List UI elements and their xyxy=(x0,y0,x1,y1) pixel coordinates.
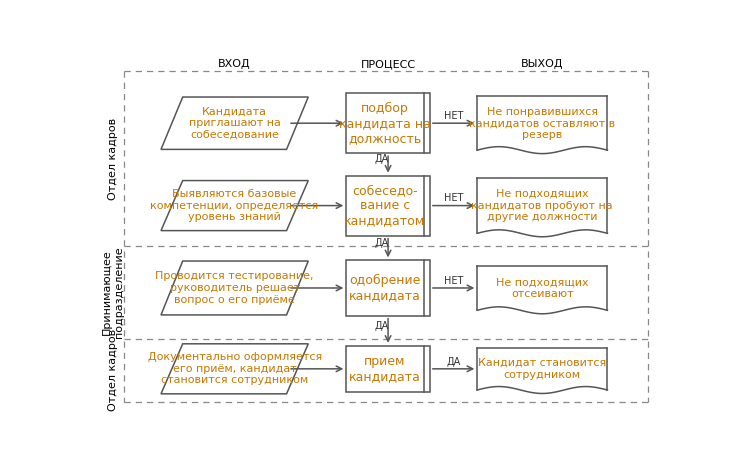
Polygon shape xyxy=(161,261,308,315)
Bar xyxy=(346,176,430,236)
Text: Принимающее
подразделение: Принимающее подразделение xyxy=(102,247,124,338)
Text: Не понравившихся
кандидатов оставляют в
резерв: Не понравившихся кандидатов оставляют в … xyxy=(469,107,615,140)
Text: ВХОД: ВХОД xyxy=(218,59,251,69)
Polygon shape xyxy=(477,178,607,237)
Polygon shape xyxy=(477,347,607,394)
Text: ДА: ДА xyxy=(447,357,461,366)
Text: ДА: ДА xyxy=(374,154,389,164)
Polygon shape xyxy=(477,96,607,153)
Text: Отдел кадров: Отдел кадров xyxy=(108,329,118,412)
Text: Не подходящих
кандидатов пробуют на
другие должности: Не подходящих кандидатов пробуют на друг… xyxy=(472,189,613,222)
Bar xyxy=(346,260,430,316)
Text: подбор
кандидата на
должность: подбор кандидата на должность xyxy=(339,102,431,145)
Text: Кандидата
приглашают на
собеседование: Кандидата приглашают на собеседование xyxy=(188,107,280,140)
Text: ВЫХОД: ВЫХОД xyxy=(521,59,564,69)
Polygon shape xyxy=(161,344,308,394)
Text: Не подходящих
отсеивают: Не подходящих отсеивают xyxy=(496,277,588,299)
Text: Документально оформляется
его приём, кандидат
становится сотрудником: Документально оформляется его приём, кан… xyxy=(147,352,322,385)
Text: одобрение
кандидата: одобрение кандидата xyxy=(349,274,421,302)
Text: прием
кандидата: прием кандидата xyxy=(349,355,421,383)
Text: Выявляются базовые
компетенции, определяется
уровень знаний: Выявляются базовые компетенции, определя… xyxy=(150,189,319,222)
Text: НЕТ: НЕТ xyxy=(444,276,464,286)
Text: НЕТ: НЕТ xyxy=(444,111,464,121)
Text: НЕТ: НЕТ xyxy=(444,193,464,203)
Text: собеседо-
вание с
кандидатом: собеседо- вание с кандидатом xyxy=(345,184,426,227)
Text: ДА: ДА xyxy=(374,321,389,331)
Bar xyxy=(346,346,430,392)
Polygon shape xyxy=(161,181,308,231)
Text: Кандидат становится
сотрудником: Кандидат становится сотрудником xyxy=(478,358,607,380)
Text: ПРОЦЕСС: ПРОЦЕСС xyxy=(361,59,415,69)
Polygon shape xyxy=(477,266,607,314)
Polygon shape xyxy=(161,97,308,149)
Text: Проводится тестирование,
руководитель решает
вопрос о его приёме: Проводится тестирование, руководитель ре… xyxy=(155,271,314,304)
Bar xyxy=(346,93,430,153)
Text: Отдел кадров: Отдел кадров xyxy=(108,117,118,200)
Text: ДА: ДА xyxy=(374,238,389,248)
